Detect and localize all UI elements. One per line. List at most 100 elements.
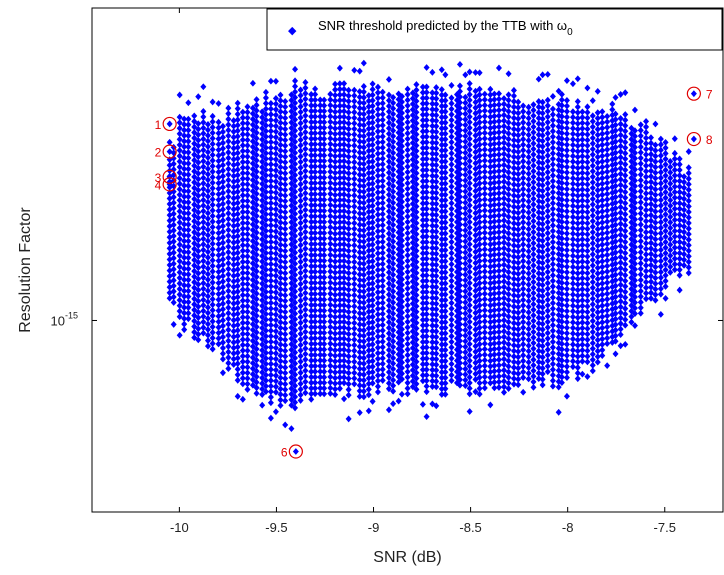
data-point [539,187,546,195]
data-point [253,218,260,225]
data-point [433,233,440,241]
data-point [327,334,334,342]
data-point [253,351,260,358]
data-point [374,216,381,224]
data-point [185,293,192,300]
data-point [277,230,284,238]
data-point [491,273,498,281]
data-point [549,172,556,179]
data-point [219,267,226,274]
data-point [341,152,348,160]
data-point [351,275,358,283]
data-point [351,258,358,266]
data-point [244,103,251,111]
data-point [404,262,411,270]
data-point [535,242,542,250]
data-point [520,263,527,271]
data-point [438,235,445,243]
data-point [385,241,392,249]
data-point [456,282,463,289]
data-point [176,235,183,243]
data-point [209,218,216,225]
data-point [584,108,591,116]
data-point [510,380,517,388]
data-point [500,355,507,363]
data-point [530,300,537,308]
data-point [262,155,269,163]
data-point [525,153,532,161]
data-point [579,252,586,260]
data-point [321,179,328,187]
data-point [244,363,251,371]
data-point [277,374,284,382]
data-point [374,211,381,218]
data-point [312,268,319,276]
data-point [195,136,202,144]
data-point [604,146,611,154]
data-point [292,398,299,406]
data-point [308,235,315,242]
data-point [374,261,381,268]
data-point [365,153,372,160]
data-point [419,333,426,340]
data-point [239,352,246,360]
data-point [288,196,295,204]
data-point [277,274,284,282]
data-point [500,111,507,119]
data-point [409,200,416,208]
data-point [520,324,527,332]
data-point [495,234,502,242]
data-point [525,342,532,349]
data-point [617,314,624,322]
data-point [409,350,416,357]
data-point [181,226,188,234]
data-point [574,358,581,366]
data-point [379,327,386,334]
data-point [374,89,381,97]
data-point [332,385,339,393]
data-point [259,180,266,188]
data-point [244,247,251,255]
data-point [404,246,411,254]
data-point [510,353,517,360]
data-point [419,249,426,257]
data-point [262,299,269,307]
data-point [365,380,372,388]
data-point [259,119,266,127]
data-point [176,307,183,315]
data-point [219,328,226,335]
data-point [491,118,498,126]
data-point [360,116,367,124]
data-point [262,88,269,96]
data-point [525,109,532,117]
data-point [244,169,251,177]
data-point [239,313,246,321]
data-point [292,227,299,234]
data-point [429,305,436,313]
data-point [505,119,512,126]
data-point [438,374,445,382]
data-point [292,299,299,306]
data-point [204,276,211,284]
data-point [282,114,289,122]
data-point [374,249,381,257]
data-point [487,346,494,354]
data-point [569,307,576,315]
data-point [631,293,638,301]
data-point [234,155,241,162]
data-point [225,171,232,178]
data-point [321,301,328,309]
data-point [631,160,638,168]
data-point [612,321,619,329]
data-point [398,375,405,383]
data-point [433,89,440,97]
data-point [433,294,440,302]
data-point [277,363,284,371]
data-point [297,297,304,305]
data-point [589,367,596,375]
data-point [191,140,198,147]
data-point [487,374,494,381]
data-point [433,355,440,363]
data-point [317,340,324,348]
data-point [262,366,269,373]
